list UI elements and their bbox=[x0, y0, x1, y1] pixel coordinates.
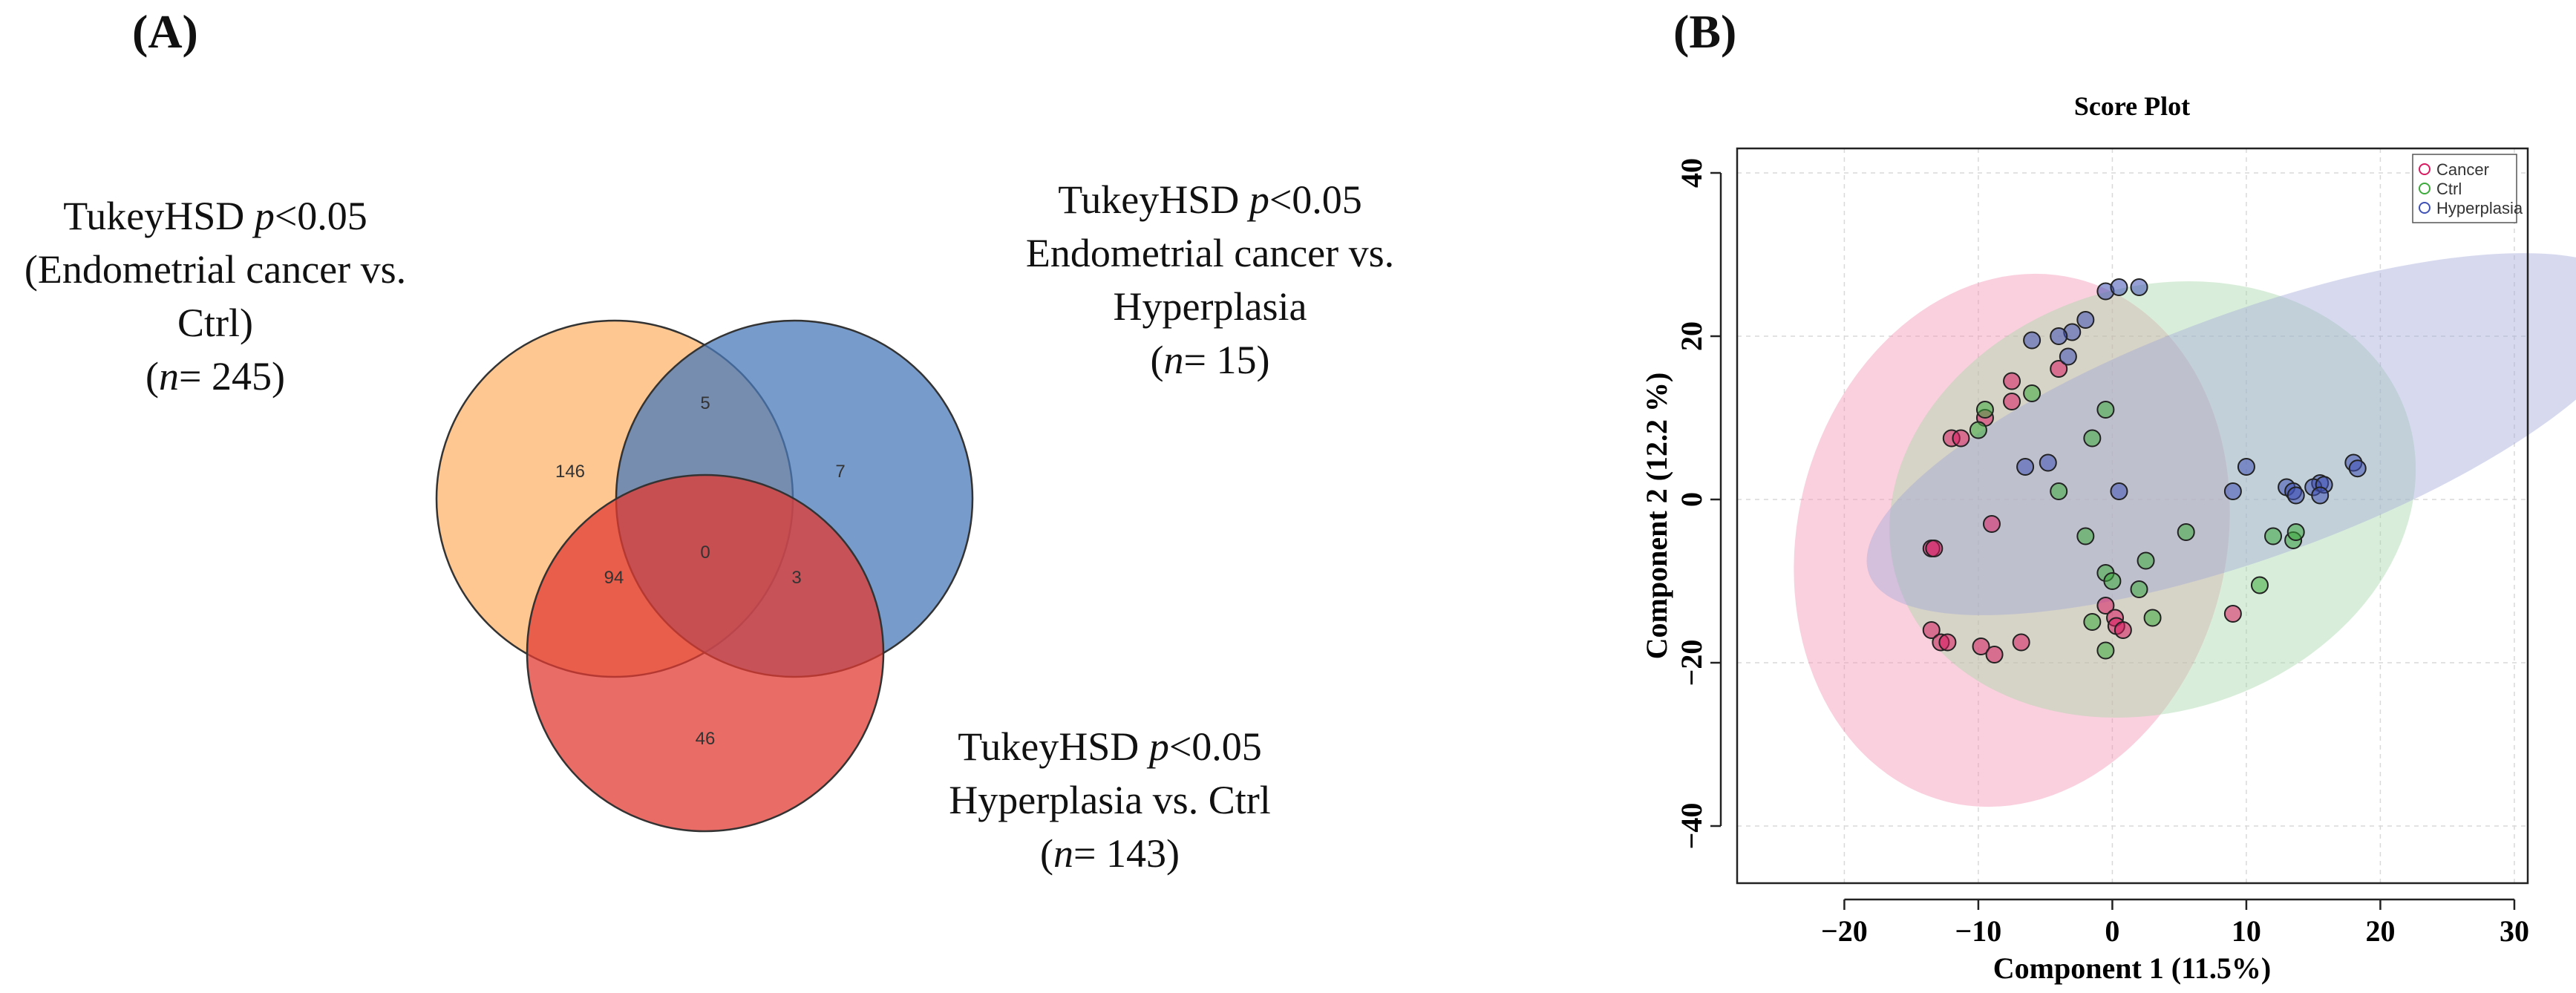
point-cancer bbox=[2223, 605, 2242, 623]
x-axis-label: Component 1 (11.5%) bbox=[1993, 951, 2271, 985]
point-ctrl bbox=[2096, 641, 2115, 660]
x-tick-label: 10 bbox=[2232, 914, 2261, 948]
point-cancer bbox=[2012, 633, 2030, 652]
point-cancer bbox=[2003, 372, 2021, 390]
y-tick-label: −40 bbox=[1675, 803, 1708, 850]
point-hyperplasia bbox=[2016, 458, 2035, 476]
confidence-ellipses bbox=[1794, 253, 2576, 807]
point-ctrl bbox=[2177, 523, 2195, 541]
x-tick-label: −10 bbox=[1955, 914, 2002, 948]
chart-title: Score Plot bbox=[2074, 91, 2190, 121]
legend-marker-cancer bbox=[2419, 163, 2430, 175]
data-points bbox=[1922, 278, 2367, 663]
point-cancer bbox=[1982, 515, 2001, 533]
venn-count-bc: 3 bbox=[791, 568, 801, 588]
point-cancer bbox=[2114, 621, 2132, 639]
point-ctrl bbox=[2103, 572, 2122, 590]
legend-marker-hyperplasia bbox=[2419, 202, 2430, 214]
legend-marker-ctrl bbox=[2419, 183, 2430, 194]
point-ctrl bbox=[2130, 580, 2148, 598]
point-hyperplasia bbox=[2286, 486, 2305, 505]
y-tick-label: −20 bbox=[1675, 640, 1708, 686]
legend-label-hyperplasia: Hyperplasia bbox=[2436, 199, 2523, 217]
point-hyperplasia bbox=[2076, 311, 2095, 329]
point-hyperplasia bbox=[2059, 347, 2077, 366]
legend-label-cancer: Cancer bbox=[2436, 160, 2489, 179]
venn-count-ab: 5 bbox=[700, 393, 710, 413]
point-cancer bbox=[2003, 393, 2021, 410]
point-ctrl bbox=[2250, 576, 2269, 594]
plot-frame bbox=[1736, 147, 2529, 885]
legend-label-ctrl: Ctrl bbox=[2436, 180, 2462, 198]
point-ctrl bbox=[2050, 482, 2068, 500]
point-hyperplasia bbox=[2237, 458, 2255, 476]
venn-count-only-b: 7 bbox=[835, 462, 845, 482]
point-cancer bbox=[1985, 646, 2004, 663]
score-plot: Score Plot −20 −10 0 10 20 30 −40 −20 0 20 40 Comp… bbox=[1640, 91, 2576, 985]
point-ctrl bbox=[2286, 523, 2305, 541]
venn-count-abc: 0 bbox=[700, 543, 710, 563]
point-hyperplasia bbox=[2023, 331, 2041, 350]
venn-label-cancer-vs-hyperplasia: TukeyHSD p<0.05 Endometrial cancer vs. H… bbox=[1025, 177, 1395, 382]
point-ctrl bbox=[2143, 609, 2162, 627]
y-axis-label: Component 2 (12.2 %) bbox=[1640, 373, 1673, 660]
point-hyperplasia bbox=[2110, 278, 2128, 296]
x-tick-label: 30 bbox=[2500, 914, 2529, 948]
x-tick-label: −20 bbox=[1821, 914, 1868, 948]
x-tick-label: 20 bbox=[2365, 914, 2395, 948]
point-hyperplasia bbox=[2039, 453, 2057, 472]
venn-count-ac: 94 bbox=[604, 568, 624, 588]
point-hyperplasia bbox=[2311, 486, 2330, 505]
y-tick-label: 20 bbox=[1675, 321, 1708, 351]
point-ctrl bbox=[2264, 527, 2283, 545]
venn-circle-hyperplasia-vs-ctrl bbox=[526, 473, 885, 833]
point-ctrl bbox=[2083, 429, 2102, 448]
ellipse-ctrl bbox=[1889, 281, 2416, 718]
point-cancer bbox=[1922, 621, 1941, 639]
point-cancer bbox=[2096, 597, 2115, 615]
grid-lines bbox=[1737, 148, 2528, 883]
point-ctrl bbox=[1969, 421, 1987, 439]
point-ctrl bbox=[2076, 527, 2095, 545]
venn-count-only-c: 46 bbox=[696, 729, 716, 749]
point-hyperplasia bbox=[2348, 459, 2367, 478]
point-ctrl bbox=[2083, 613, 2102, 631]
point-cancer bbox=[1972, 638, 1990, 655]
venn-count-only-a: 146 bbox=[555, 462, 585, 482]
point-cancer bbox=[1952, 429, 1970, 448]
point-ctrl bbox=[2137, 551, 2155, 570]
point-hyperplasia bbox=[2223, 482, 2242, 500]
venn-diagram: 146 5 7 94 0 3 46 bbox=[435, 319, 974, 833]
ellipse-hyperplasia bbox=[1866, 253, 2576, 615]
panel-b-label: (B) bbox=[1673, 5, 1737, 58]
point-ctrl bbox=[2096, 401, 2115, 419]
point-cancer bbox=[2050, 360, 2068, 378]
point-hyperplasia bbox=[2130, 278, 2148, 296]
point-cancer bbox=[1925, 540, 1944, 557]
point-ctrl bbox=[1975, 401, 1994, 419]
x-tick-label: 0 bbox=[2105, 914, 2119, 948]
axes: −20 −10 0 10 20 30 −40 −20 0 20 40 bbox=[1675, 158, 2529, 948]
panel-a-label: (A) bbox=[132, 5, 198, 58]
y-tick-label: 40 bbox=[1675, 158, 1708, 188]
point-hyperplasia bbox=[2050, 327, 2068, 345]
ellipse-cancer bbox=[1794, 273, 2230, 807]
point-hyperplasia bbox=[2110, 482, 2128, 500]
point-cancer bbox=[1938, 633, 1957, 652]
venn-label-cancer-vs-ctrl: TukeyHSD p<0.05 (Endometrial cancer vs. … bbox=[24, 194, 407, 399]
y-tick-label: 0 bbox=[1675, 492, 1708, 507]
venn-label-hyperplasia-vs-ctrl: TukeyHSD p<0.05 Hyperplasia vs. Ctrl (n=… bbox=[949, 724, 1271, 876]
point-ctrl bbox=[2023, 384, 2041, 402]
